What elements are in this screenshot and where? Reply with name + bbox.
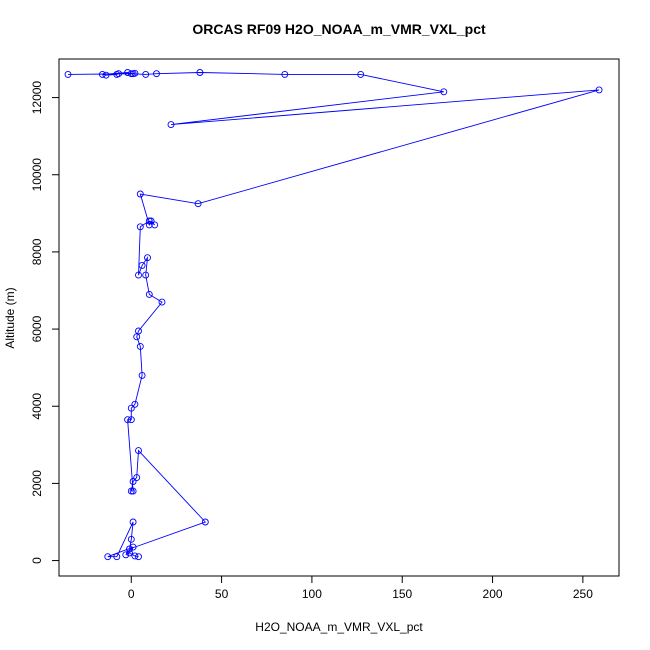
- data-point: [151, 221, 159, 229]
- data-point: [133, 474, 141, 482]
- x-tick-label: 100: [302, 587, 322, 601]
- series-layer: [64, 69, 603, 561]
- x-tick-label: 200: [483, 587, 503, 601]
- data-point: [64, 70, 72, 78]
- data-point: [126, 549, 133, 557]
- data-point: [595, 86, 603, 94]
- x-tick-label: 0: [128, 587, 135, 601]
- data-point: [201, 518, 209, 526]
- data-point: [129, 478, 137, 485]
- data-point: [127, 487, 135, 495]
- data-point: [98, 70, 106, 78]
- data-point: [127, 535, 135, 543]
- data-point: [142, 271, 150, 279]
- data-point: [131, 400, 139, 408]
- data-point: [145, 221, 153, 229]
- data-point: [135, 271, 142, 279]
- data-point: [281, 70, 289, 78]
- data-point: [104, 553, 112, 561]
- data-point: [153, 70, 160, 78]
- data-point: [124, 416, 132, 424]
- data-point: [129, 543, 137, 551]
- data-point: [138, 261, 146, 269]
- data-point: [135, 327, 142, 335]
- data-point: [440, 88, 448, 96]
- y-tick-label: 8000: [30, 238, 44, 265]
- data-point: [194, 200, 202, 208]
- data-point: [127, 70, 135, 78]
- y-tick-label: 4000: [30, 393, 44, 420]
- data-point: [136, 223, 144, 231]
- data-point: [129, 518, 137, 526]
- y-axis-label: Altitude (m): [3, 287, 17, 348]
- data-point: [145, 290, 153, 298]
- data-point: [158, 298, 166, 306]
- data-point: [144, 254, 151, 262]
- x-tick-label: 150: [392, 587, 412, 601]
- data-point: [115, 70, 123, 78]
- plot-frame: [58, 58, 620, 577]
- data-point: [129, 70, 137, 78]
- data-point: [135, 447, 142, 455]
- x-axis: 0 50 100 150 200 250: [128, 575, 593, 601]
- y-tick-label: 6000: [30, 315, 44, 342]
- data-point: [167, 121, 175, 129]
- data-point: [127, 404, 135, 412]
- y-tick-label: 0: [30, 557, 44, 564]
- x-axis-label: H2O_NOAA_m_VMR_VXL_pct: [255, 620, 423, 634]
- data-point: [138, 371, 146, 379]
- y-tick-label: 10000: [30, 158, 44, 192]
- y-axis: 0 2000 4000 6000 8000 10000 12000: [30, 81, 60, 564]
- data-point: [113, 553, 121, 561]
- data-point: [136, 342, 144, 350]
- data-point: [196, 69, 204, 76]
- y-tick-label: 12000: [30, 81, 44, 115]
- data-point: [142, 70, 150, 78]
- data-point: [126, 545, 133, 553]
- data-point: [136, 190, 144, 198]
- data-point: [127, 416, 135, 424]
- x-tick-label: 250: [573, 587, 593, 601]
- data-point: [129, 487, 137, 495]
- data-point: [122, 551, 130, 559]
- data-point: [145, 217, 153, 225]
- x-tick-label: 50: [215, 587, 229, 601]
- data-point: [102, 71, 110, 79]
- series-line: [67, 72, 600, 558]
- data-point: [147, 217, 155, 225]
- data-point: [357, 70, 365, 78]
- data-point: [131, 552, 139, 560]
- data-point: [135, 553, 142, 561]
- chart-title: ORCAS RF09 H2O_NOAA_m_VMR_VXL_pct: [192, 21, 486, 37]
- y-tick-label: 2000: [30, 470, 44, 497]
